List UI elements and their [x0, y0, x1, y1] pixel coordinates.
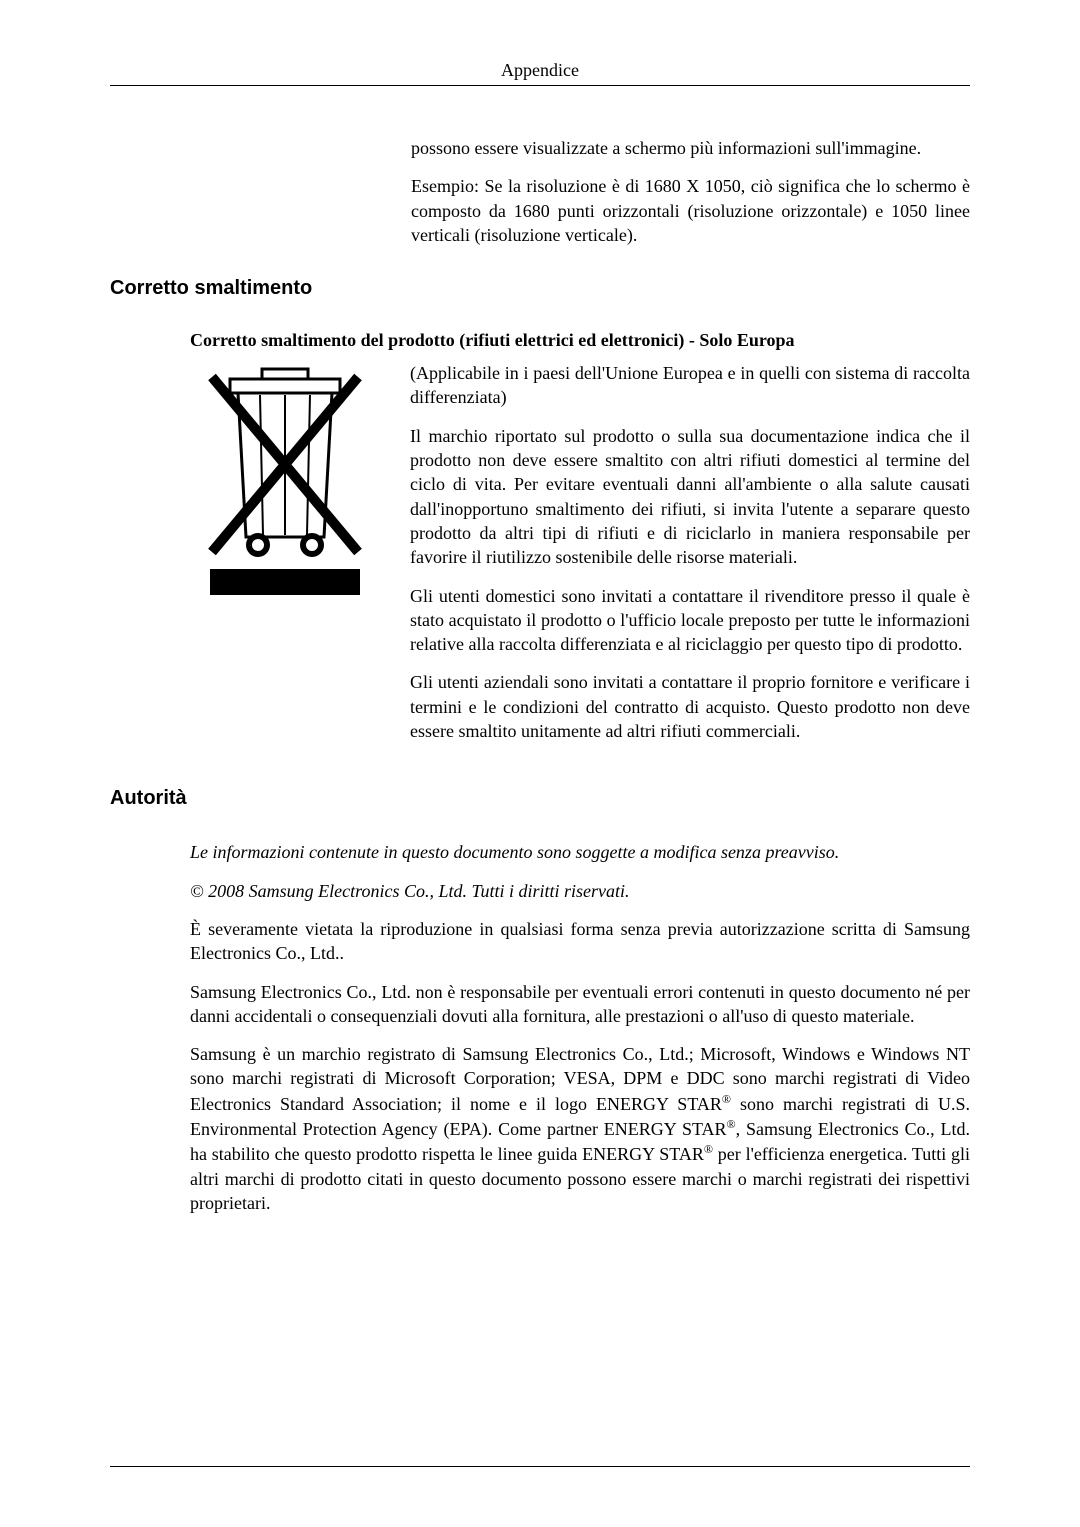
- reg-mark-3: ®: [704, 1142, 713, 1156]
- section-authority-heading: Autorità: [110, 787, 970, 810]
- disposal-text: (Applicabile in i paesi dell'Unione Euro…: [410, 361, 970, 757]
- reg-mark-2: ®: [727, 1117, 736, 1131]
- disposal-p2: Il marchio riportato sul prodotto o sull…: [410, 424, 970, 570]
- reg-mark-1: ®: [722, 1092, 731, 1106]
- resolution-info-p2: Esempio: Se la risoluzione è di 1680 X 1…: [411, 174, 970, 247]
- weee-bin-icon: [200, 367, 370, 602]
- disposal-p3: Gli utenti domestici sono invitati a con…: [410, 584, 970, 657]
- disposal-block: (Applicabile in i paesi dell'Unione Euro…: [110, 361, 970, 757]
- authority-text: Le informazioni contenute in questo docu…: [190, 840, 970, 1215]
- disposal-p1: (Applicabile in i paesi dell'Unione Euro…: [410, 361, 970, 410]
- resolution-info-p1: possono essere visualizzate a schermo pi…: [411, 136, 970, 160]
- disposal-subheading: Corretto smaltimento del prodotto (rifiu…: [190, 330, 970, 351]
- auth-p5: Samsung è un marchio registrato di Samsu…: [190, 1042, 970, 1215]
- page-header: Appendice: [110, 60, 970, 86]
- auth-p2: © 2008 Samsung Electronics Co., Ltd. Tut…: [190, 879, 970, 903]
- top-paragraph-block: possono essere visualizzate a schermo pi…: [411, 136, 970, 247]
- auth-p3: È severamente vietata la riproduzione in…: [190, 917, 970, 966]
- disposal-p4: Gli utenti aziendali sono invitati a con…: [410, 670, 970, 743]
- section-disposal-heading: Corretto smaltimento: [110, 277, 970, 300]
- auth-p1: Le informazioni contenute in questo docu…: [190, 840, 970, 864]
- auth-p4: Samsung Electronics Co., Ltd. non è resp…: [190, 980, 970, 1029]
- footer-rule: [110, 1466, 970, 1467]
